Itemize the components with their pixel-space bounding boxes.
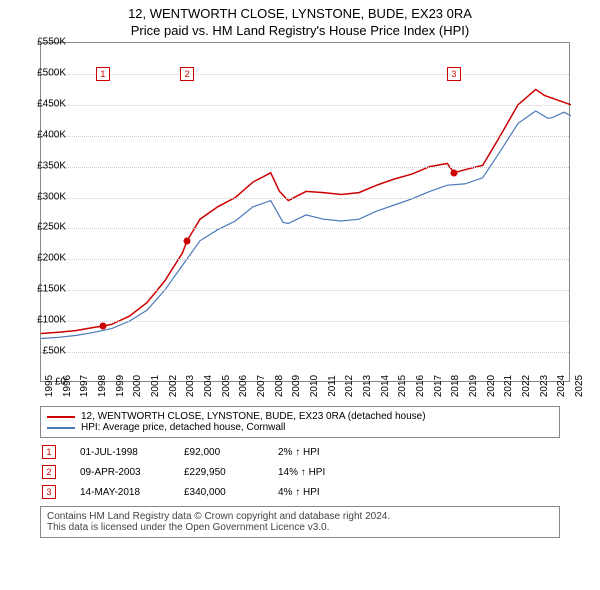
sale-marker-icon: 3 bbox=[42, 485, 56, 499]
sale-marker-icon: 2 bbox=[42, 465, 56, 479]
sale-dot-icon bbox=[184, 237, 191, 244]
y-axis-label: £100K bbox=[37, 315, 66, 326]
sale-row: 2 09-APR-2003 £229,950 14% ↑ HPI bbox=[40, 462, 560, 482]
x-axis-label: 2019 bbox=[468, 375, 479, 397]
y-axis-label: £450K bbox=[37, 98, 66, 109]
x-axis-label: 2012 bbox=[344, 375, 355, 397]
x-axis-label: 2022 bbox=[521, 375, 532, 397]
x-axis-label: 2024 bbox=[556, 375, 567, 397]
x-axis-label: 2001 bbox=[150, 375, 161, 397]
y-axis-label: £400K bbox=[37, 129, 66, 140]
y-axis-label: £200K bbox=[37, 253, 66, 264]
sale-marker-icon: 1 bbox=[42, 445, 56, 459]
title-address: 12, WENTWORTH CLOSE, LYNSTONE, BUDE, EX2… bbox=[0, 0, 600, 21]
footer-line: Contains HM Land Registry data © Crown c… bbox=[47, 511, 553, 522]
x-axis-label: 2009 bbox=[291, 375, 302, 397]
y-axis-label: £300K bbox=[37, 191, 66, 202]
x-axis-label: 1999 bbox=[115, 375, 126, 397]
legend-row: HPI: Average price, detached house, Corn… bbox=[47, 422, 553, 433]
title-subtitle: Price paid vs. HM Land Registry's House … bbox=[0, 21, 600, 42]
x-axis-label: 2011 bbox=[327, 375, 338, 397]
sale-delta: 14% ↑ HPI bbox=[278, 467, 368, 478]
x-axis-label: 2023 bbox=[539, 375, 550, 397]
x-axis-label: 2025 bbox=[574, 375, 585, 397]
chart-container: 12, WENTWORTH CLOSE, LYNSTONE, BUDE, EX2… bbox=[0, 0, 600, 590]
y-axis-label: £150K bbox=[37, 284, 66, 295]
chart-marker-icon: 2 bbox=[180, 67, 194, 81]
x-axis-label: 2016 bbox=[415, 375, 426, 397]
legend-box: 12, WENTWORTH CLOSE, LYNSTONE, BUDE, EX2… bbox=[40, 406, 560, 438]
x-axis-label: 1998 bbox=[97, 375, 108, 397]
sale-date: 14-MAY-2018 bbox=[80, 487, 160, 498]
x-axis-label: 2014 bbox=[380, 375, 391, 397]
sale-row: 3 14-MAY-2018 £340,000 4% ↑ HPI bbox=[40, 482, 560, 502]
series-line bbox=[41, 89, 571, 333]
x-axis-label: 2018 bbox=[450, 375, 461, 397]
sale-dot-icon bbox=[450, 169, 457, 176]
gridline bbox=[41, 105, 569, 106]
x-axis-label: 2021 bbox=[503, 375, 514, 397]
footer-box: Contains HM Land Registry data © Crown c… bbox=[40, 506, 560, 538]
gridline bbox=[41, 136, 569, 137]
footer-line: This data is licensed under the Open Gov… bbox=[47, 522, 553, 533]
y-axis-label: £50K bbox=[43, 346, 66, 357]
x-axis-label: 2005 bbox=[221, 375, 232, 397]
sale-delta: 4% ↑ HPI bbox=[278, 487, 368, 498]
chart-marker-icon: 3 bbox=[447, 67, 461, 81]
sales-table: 1 01-JUL-1998 £92,000 2% ↑ HPI 2 09-APR-… bbox=[40, 442, 560, 502]
legend-label: 12, WENTWORTH CLOSE, LYNSTONE, BUDE, EX2… bbox=[81, 411, 426, 422]
x-axis-label: 2004 bbox=[203, 375, 214, 397]
sale-price: £229,950 bbox=[184, 467, 254, 478]
sale-date: 01-JUL-1998 bbox=[80, 447, 160, 458]
series-line bbox=[41, 111, 571, 339]
plot-area: 1 2 3 bbox=[40, 42, 570, 382]
sale-date: 09-APR-2003 bbox=[80, 467, 160, 478]
gridline bbox=[41, 259, 569, 260]
x-axis-label: 2002 bbox=[168, 375, 179, 397]
x-axis-label: 2020 bbox=[486, 375, 497, 397]
x-axis-label: 2017 bbox=[433, 375, 444, 397]
x-axis-label: 2000 bbox=[132, 375, 143, 397]
x-axis-label: 2008 bbox=[274, 375, 285, 397]
legend-swatch bbox=[47, 427, 75, 429]
y-axis-label: £550K bbox=[37, 37, 66, 48]
x-axis-label: 2013 bbox=[362, 375, 373, 397]
y-axis-label: £350K bbox=[37, 160, 66, 171]
gridline bbox=[41, 198, 569, 199]
x-axis-label: 1997 bbox=[79, 375, 90, 397]
legend-label: HPI: Average price, detached house, Corn… bbox=[81, 422, 285, 433]
x-axis-label: 2006 bbox=[238, 375, 249, 397]
x-axis-label: 2007 bbox=[256, 375, 267, 397]
sale-row: 1 01-JUL-1998 £92,000 2% ↑ HPI bbox=[40, 442, 560, 462]
gridline bbox=[41, 290, 569, 291]
line-svg bbox=[41, 43, 571, 383]
y-axis-label: £250K bbox=[37, 222, 66, 233]
gridline bbox=[41, 74, 569, 75]
gridline bbox=[41, 228, 569, 229]
y-axis-label: £500K bbox=[37, 67, 66, 78]
sale-price: £340,000 bbox=[184, 487, 254, 498]
chart-marker-icon: 1 bbox=[96, 67, 110, 81]
x-axis-label: 2010 bbox=[309, 375, 320, 397]
x-axis-label: 2003 bbox=[185, 375, 196, 397]
chart-area: 123 £0£50K£100K£150K£200K£250K£300K£350K… bbox=[40, 42, 600, 402]
legend-row: 12, WENTWORTH CLOSE, LYNSTONE, BUDE, EX2… bbox=[47, 411, 553, 422]
gridline bbox=[41, 352, 569, 353]
sale-delta: 2% ↑ HPI bbox=[278, 447, 368, 458]
x-axis-label: 2015 bbox=[397, 375, 408, 397]
gridline bbox=[41, 321, 569, 322]
x-axis-label: 1995 bbox=[44, 375, 55, 397]
gridline bbox=[41, 167, 569, 168]
legend-swatch bbox=[47, 416, 75, 418]
sale-dot-icon bbox=[99, 323, 106, 330]
x-axis-label: 1996 bbox=[62, 375, 73, 397]
sale-price: £92,000 bbox=[184, 447, 254, 458]
